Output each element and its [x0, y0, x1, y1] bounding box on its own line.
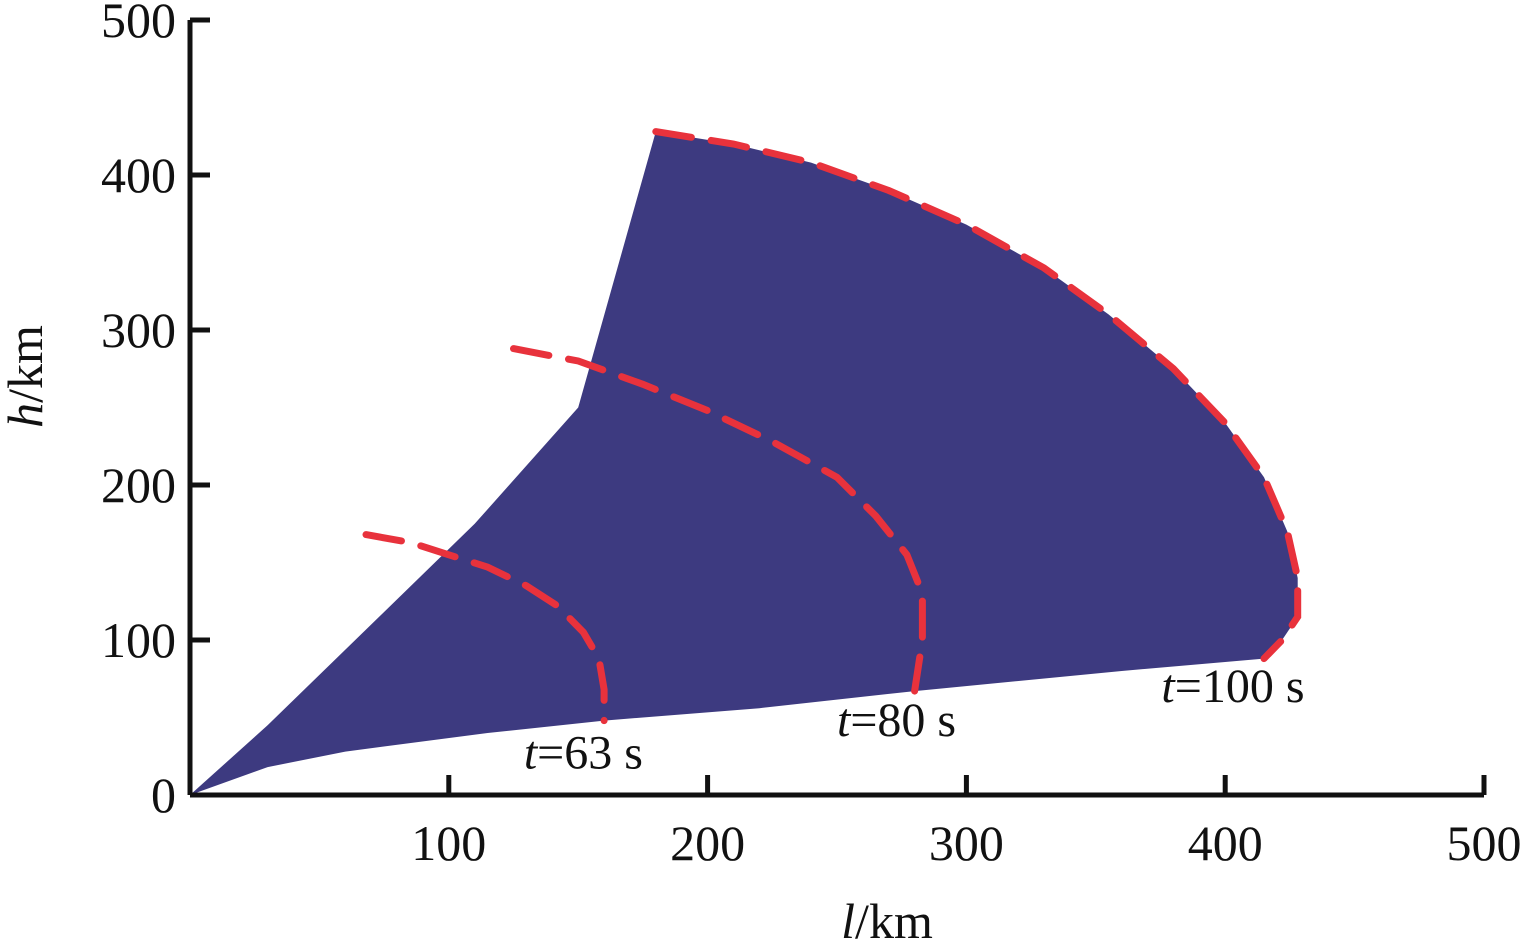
x-tick-label: 400 [1188, 815, 1263, 871]
annotation-text: =63 s [537, 727, 643, 780]
annotation-text: =80 s [850, 694, 956, 747]
y-tick-label: 500 [101, 0, 176, 48]
y-axis-unit: /km [0, 325, 53, 403]
annotation-2: t=80 s [837, 694, 956, 747]
y-tick-label: 0 [151, 767, 176, 823]
boundary-curve-1 [362, 531, 608, 725]
y-axis-title: h/km [0, 325, 53, 428]
annotation-1: t=63 s [524, 727, 643, 780]
x-axis-var: l [841, 893, 855, 943]
annotation-var: t [837, 694, 852, 747]
x-axis-unit: /km [855, 893, 933, 943]
x-tick-label: 100 [411, 815, 486, 871]
y-ticks: 0 100 200 300 400 500 [101, 0, 210, 823]
y-tick-label: 300 [101, 302, 176, 358]
boundary-curves [362, 128, 1302, 725]
annotation-3: t=100 s [1161, 660, 1304, 713]
x-tick-label: 200 [670, 815, 745, 871]
x-ticks: 100 200 300 400 500 [411, 775, 1522, 871]
boundary-curve-2 [510, 345, 926, 695]
annotation-var: t [524, 727, 539, 780]
feasible-region [190, 131, 1298, 796]
y-axis-var: h [0, 403, 53, 428]
annotation-var: t [1161, 660, 1176, 713]
axes: 0 100 200 300 400 500 100 200 300 400 500 [101, 0, 1522, 871]
x-tick-label: 500 [1447, 815, 1522, 871]
plot-area [190, 128, 1302, 796]
annotation-text: =100 s [1175, 660, 1305, 713]
boundary-curve-3 [652, 128, 1302, 663]
x-axis-title: l/km [841, 893, 933, 943]
y-tick-label: 200 [101, 457, 176, 513]
x-tick-label: 300 [929, 815, 1004, 871]
y-tick-label: 100 [101, 612, 176, 668]
curve-annotations: t=63 st=80 st=100 s [524, 660, 1305, 780]
y-tick-label: 400 [101, 147, 176, 203]
